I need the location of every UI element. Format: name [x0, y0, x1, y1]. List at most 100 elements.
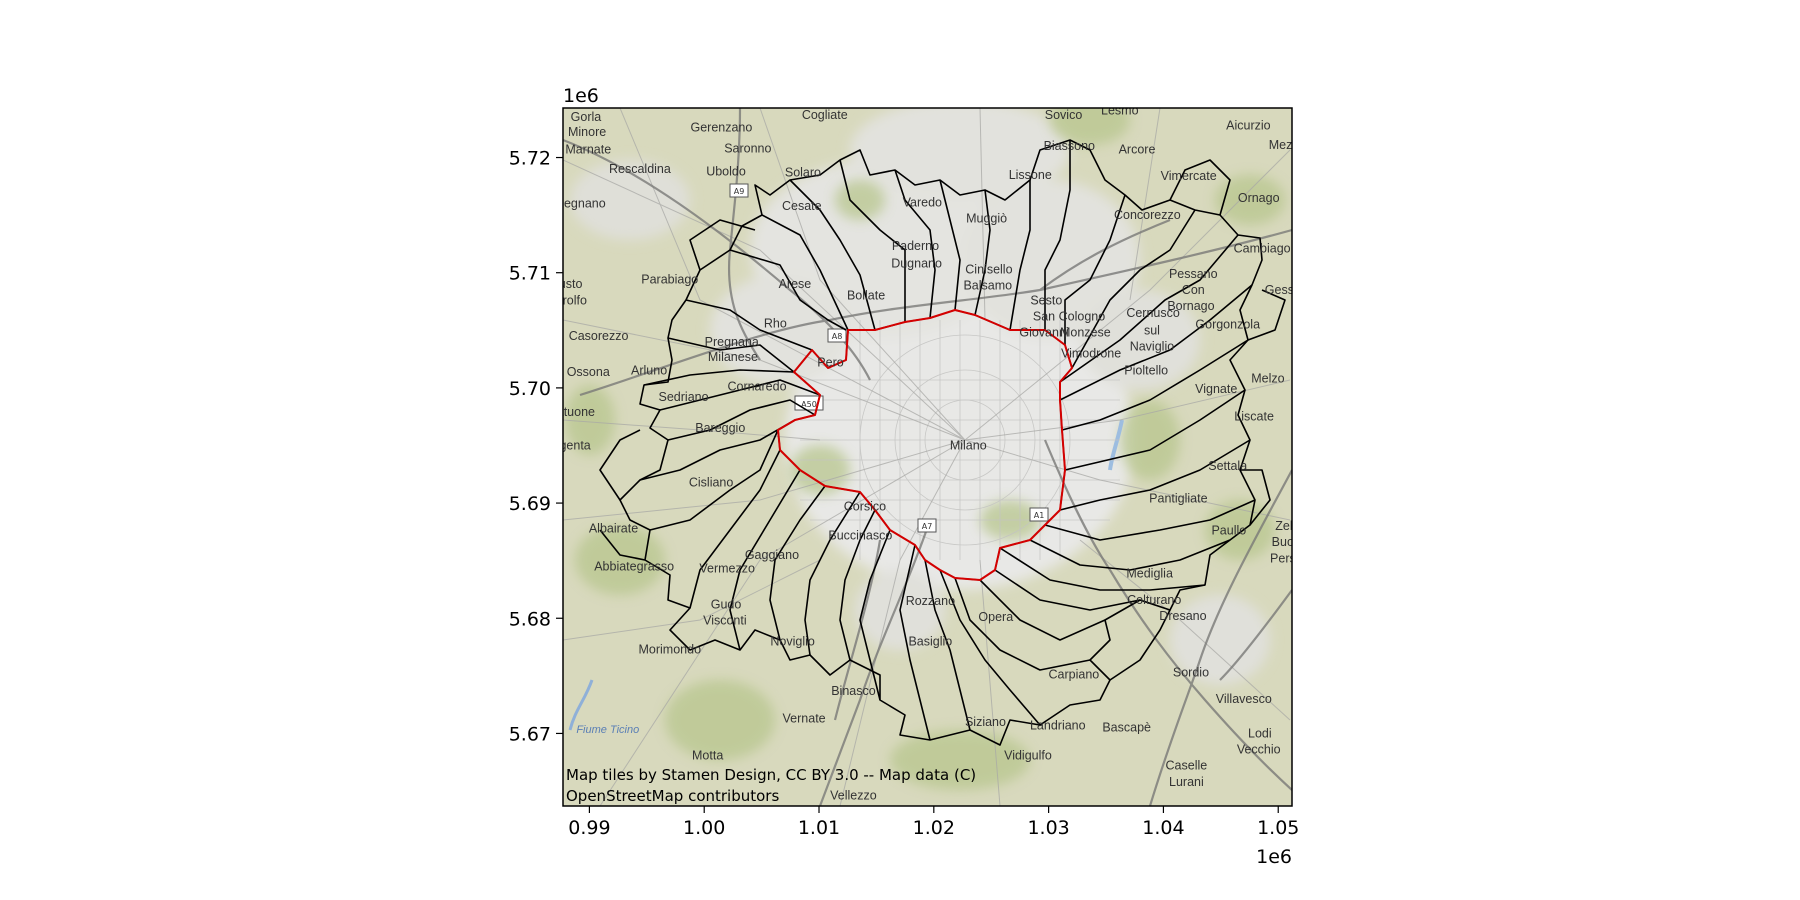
milano-boundary — [777, 309, 1073, 581]
place-label: Naviglio — [1130, 339, 1175, 353]
place-label: Arese — [779, 277, 812, 291]
place-label: Muggiò — [966, 212, 1007, 226]
place-label: Cisliano — [689, 475, 734, 489]
place-label: Villavesco — [1216, 692, 1272, 706]
svg-text:A8: A8 — [832, 332, 843, 341]
place-label: Pantigliate — [1149, 491, 1207, 505]
place-label: Dugnano — [891, 256, 942, 270]
place-label: Paderno — [892, 239, 939, 253]
place-label: Vignate — [1195, 382, 1237, 396]
svg-text:A50: A50 — [801, 400, 817, 409]
place-label: Aicurzio — [1226, 118, 1271, 132]
place-label: Con — [1182, 283, 1205, 297]
place-label: Ossona — [567, 365, 610, 379]
axes-frame — [562, 107, 1293, 807]
x-tick-label: 1.02 — [913, 817, 955, 839]
place-label: Visconti — [703, 614, 747, 628]
place-label: Rozzano — [906, 594, 955, 608]
place-label: Concorezzo — [1114, 208, 1181, 222]
y-tick-label: 5.67 — [509, 723, 551, 745]
place-label: Vermezzo — [699, 562, 755, 576]
place-label: Sesto — [1030, 293, 1062, 307]
place-label: Albairate — [589, 521, 638, 535]
place-label: Vidigulfo — [1004, 748, 1052, 762]
motorway-shields: A9 A8 A50 A7 A1 — [729, 183, 1049, 533]
y-tick-label: 5.69 — [509, 493, 551, 515]
y-axis: 5.67 5.68 5.69 5.70 5.71 5.72 — [509, 148, 563, 745]
place-label: Carpiano — [1049, 668, 1100, 682]
place-label: Pregnana — [705, 335, 759, 349]
place-label: Lodi — [1248, 726, 1272, 740]
place-label: Caselle — [1166, 759, 1208, 773]
place-label: Milano — [950, 438, 987, 452]
place-label: Bascapè — [1102, 721, 1151, 735]
place-label: Sedriano — [659, 390, 709, 404]
place-label: Gorla — [571, 110, 602, 124]
place-label: Lesmo — [1101, 103, 1139, 117]
place-label: Vernate — [783, 711, 826, 725]
place-label: Arcore — [1119, 142, 1156, 156]
place-label: Motta — [692, 748, 723, 762]
place-label: Buccinasco — [828, 528, 892, 542]
place-label: Bareggio — [695, 421, 745, 435]
place-label: Bollate — [847, 289, 885, 303]
y-tick-label: 5.70 — [509, 378, 551, 400]
place-label: Giovanni — [1019, 326, 1068, 340]
place-label: Gerenzano — [690, 121, 752, 135]
place-label: Vimodrone — [1061, 346, 1121, 360]
place-label: Busto — [550, 277, 582, 291]
place-label: Zelo — [1275, 519, 1299, 533]
svg-text:A1: A1 — [1034, 511, 1045, 520]
y-offset-text: 1e6 — [563, 85, 599, 107]
place-label: Pero — [817, 356, 843, 370]
place-label: Cinisello — [965, 262, 1012, 276]
svg-text:A9: A9 — [734, 187, 745, 196]
y-tick-label: 5.71 — [509, 263, 551, 285]
place-label: Marnate — [565, 142, 611, 156]
place-label: Parabiago — [641, 273, 698, 287]
place-label: Arluno — [631, 364, 667, 378]
place-label: Vimercate — [1161, 169, 1217, 183]
place-label: Sovico — [1045, 108, 1083, 122]
place-label: Liscate — [1234, 410, 1274, 424]
place-label: Garolfo — [546, 293, 587, 307]
place-label: Vellezzo — [830, 789, 877, 803]
place-label: Bornago — [1167, 299, 1214, 313]
place-label: Gess — [1265, 283, 1294, 297]
place-label: Sordio — [1173, 665, 1209, 679]
place-label: Pioltello — [1124, 364, 1168, 378]
place-label: Mez — [1269, 138, 1293, 152]
place-label: Saronno — [724, 141, 771, 155]
place-label: Gorgonzola — [1195, 318, 1260, 332]
place-label: Landriano — [1030, 718, 1086, 732]
water-labels: Fiume Ticino — [576, 724, 639, 736]
place-label: Gaggiano — [745, 548, 799, 562]
attribution-line-1: Map tiles by Stamen Design, CC BY 3.0 --… — [566, 766, 976, 784]
place-label: Corsico — [844, 500, 886, 514]
place-label: Legnano — [557, 197, 606, 211]
place-label: Lurani — [1169, 775, 1204, 789]
municipal-boundaries — [599, 139, 1286, 746]
place-label: Opera — [978, 610, 1013, 624]
place-label: Paullo — [1211, 524, 1246, 538]
place-label: Siziano — [965, 715, 1006, 729]
place-label: Cologno — [1059, 309, 1106, 323]
x-axis: 0.99 1.00 1.01 1.02 1.03 1.04 1.05 — [568, 806, 1299, 839]
place-label: Noviglio — [770, 634, 815, 648]
place-label: Cernusco — [1126, 306, 1180, 320]
place-label: Rescaldina — [609, 162, 671, 176]
y-tick-label: 5.72 — [509, 148, 551, 170]
place-label: Casorezzo — [569, 329, 629, 343]
place-label: Dresano — [1159, 609, 1206, 623]
place-label: Minore — [568, 125, 606, 139]
place-label: Cambiago — [1234, 242, 1291, 256]
x-tick-label: 1.03 — [1027, 817, 1069, 839]
place-label: Morimondo — [639, 642, 702, 656]
place-label: Milanese — [708, 350, 758, 364]
place-label: Varedo — [903, 195, 942, 209]
place-label: Cogliate — [802, 108, 848, 122]
place-label: Cesate — [782, 199, 822, 213]
place-label: Basiglio — [908, 634, 952, 648]
svg-text:A7: A7 — [922, 522, 933, 531]
